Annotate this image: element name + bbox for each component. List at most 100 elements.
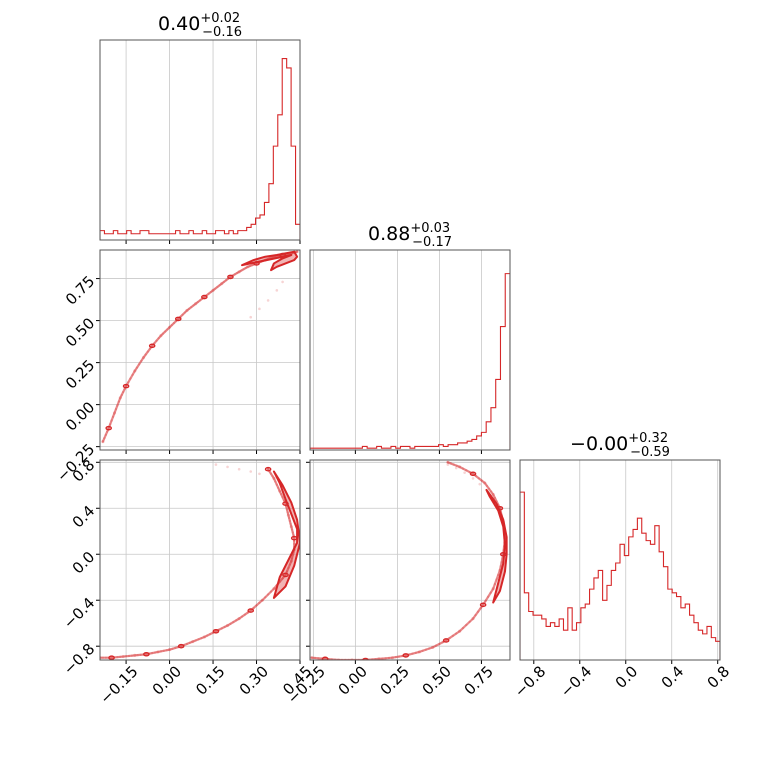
density-contour-blob [227,274,234,280]
panel-frame [309,459,511,661]
x-tick-label: 0.25 [377,662,413,698]
histogram-panel-param-0 [99,39,301,244]
density-contour-blob [499,551,507,557]
density-band [100,468,296,659]
density-contour-blob [442,638,450,643]
x-tick-labels-param-1: −0.25 0.00 0.25 0.50 0.75 [284,662,497,707]
x-tick-label: 0.75 [461,662,497,698]
sample-point-secondary [258,472,261,476]
x-tick-labels-param-0: −0.15 0.00 0.15 0.30 0.45 [96,662,315,707]
sample-point-secondary [454,466,458,470]
histogram-panel-param-2 [519,459,721,664]
y-tick-labels-param-1: −0.250.000.250.500.75 [53,272,98,485]
sample-point-secondary [471,477,475,480]
sample-point-secondary [258,307,261,311]
y-tick-label: 0.0 [69,548,99,578]
title-param-0: 0.40+0.02 −0.16 [158,11,242,40]
panel-frame [99,459,301,661]
density-contour-blob [479,602,487,608]
title-param-1: 0.88+0.03 −0.17 [368,221,452,250]
density-contour-blob [177,643,185,649]
sample-point-secondary [266,299,270,302]
sample-point-secondary [446,463,450,466]
x-tick-label: 0.8 [704,662,734,692]
panel-frame [309,249,511,451]
title-minus: −0.16 [202,25,242,40]
y-tick-label: 0.75 [62,272,98,308]
scatter-panel-param-1-vs-2 [306,459,511,664]
title-minus: −0.17 [412,235,452,250]
y-tick-label: 0.00 [62,398,98,434]
density-contour-blob [290,535,298,541]
sample-point-secondary [249,470,253,473]
density-contour-blob [496,505,504,511]
sample-point-secondary [214,463,218,466]
density-contour [272,470,300,599]
x-tick-label: 0.00 [149,662,185,698]
density-contour-blob [247,608,255,613]
density-band [101,250,299,443]
density-contour-blob [253,261,260,266]
density-contour-blob [105,425,112,431]
histogram-panel-param-1 [309,249,511,454]
histogram-step-line [310,273,510,450]
sample-point-secondary [281,280,284,284]
density-contour-blob [264,466,272,472]
histogram-step-line [520,491,720,660]
density-contour-blob [143,651,150,657]
panel-frame [99,39,301,241]
y-tick-label: −0.4 [60,594,98,632]
panel-plot-area [100,250,300,450]
panel-frame [519,459,721,661]
x-tick-label: 0.0 [612,662,642,692]
density-contour-blob [362,657,369,660]
density-contour-blob [212,628,220,634]
density-contour-blob [108,655,115,660]
density-contour-blob [174,316,182,322]
scatter-panel-param-0-vs-1 [96,249,301,454]
panel-plot-area [310,460,510,660]
x-tick-label: −0.4 [557,662,595,700]
sample-point-secondary [249,315,253,319]
y-tick-label: 0.50 [62,314,98,350]
density-contour-blob [122,383,130,389]
y-tick-labels-param-2: −0.8−0.40.00.40.8 [60,456,98,678]
y-tick-label: 0.4 [69,502,99,532]
density-contour-blob [279,252,286,258]
x-tick-label: 0.4 [658,662,688,692]
sample-point-secondary [478,482,482,486]
sample-point-secondary [275,289,279,292]
panel-plot-area [310,250,510,450]
x-tick-label: 0.00 [335,662,371,698]
density-band [310,461,507,660]
panel-plot-area [520,460,720,660]
y-tick-label: 0.25 [62,356,98,392]
density-contour-blob [282,501,289,506]
title-plus: +0.32 [628,431,668,446]
title-plus: +0.02 [200,11,240,26]
x-tick-labels-param-2: −0.8 −0.4 0.0 0.4 0.8 [511,662,733,700]
scatter-panel-param-0-vs-2 [96,459,301,664]
sample-point-secondary [237,467,241,471]
density-contour-blob [321,656,329,660]
density-contour-blob [469,471,477,477]
title-plus: +0.03 [410,221,450,236]
histogram-step-line [100,57,300,240]
density-contour-blob [148,343,156,349]
title-value: 0.88 [368,223,410,245]
title-value: 0.40 [158,13,200,35]
title-param-2: −0.00+0.32 −0.59 [570,431,670,460]
x-tick-label: 0.15 [192,662,228,698]
title-minus: −0.59 [630,445,670,460]
x-tick-label: −0.8 [511,662,549,700]
density-contour-blob [402,653,410,658]
panel-plot-area [100,40,300,240]
sample-point-secondary [463,471,466,474]
density-contour [241,250,299,272]
title-value: −0.00 [570,433,628,455]
density-contour-blob [201,294,208,300]
density-contour [485,488,508,604]
sample-point-secondary [226,465,229,469]
x-tick-label: 0.30 [236,662,272,698]
